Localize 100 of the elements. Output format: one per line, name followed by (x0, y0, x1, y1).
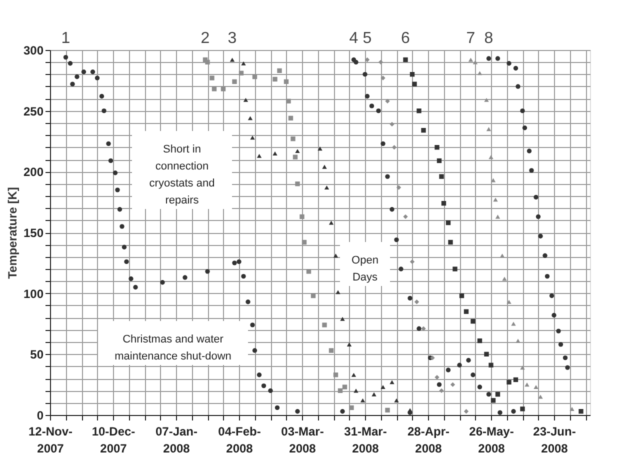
point (243, 98, 248, 102)
point (205, 60, 210, 65)
point (513, 66, 518, 71)
point (364, 57, 370, 62)
point (112, 170, 118, 176)
series-label: 1 (61, 30, 70, 47)
point (376, 108, 381, 114)
point (513, 377, 518, 382)
point (484, 98, 489, 102)
point (354, 60, 358, 65)
point (232, 79, 237, 84)
point (542, 253, 548, 258)
point (516, 338, 520, 343)
point (351, 372, 356, 377)
point (128, 276, 134, 282)
point (378, 60, 384, 65)
point (421, 128, 426, 133)
point (477, 71, 482, 76)
point (490, 178, 496, 182)
series-label: 5 (362, 30, 372, 47)
point (256, 154, 262, 158)
point (394, 237, 399, 242)
point (385, 408, 390, 412)
point (390, 122, 394, 127)
point (390, 207, 394, 212)
point (538, 394, 543, 399)
point (117, 207, 122, 212)
point (495, 392, 500, 397)
y-tick-label: 50 (30, 348, 44, 362)
point (502, 276, 507, 281)
point (94, 76, 100, 80)
point (380, 76, 386, 80)
point (286, 98, 291, 104)
point (495, 214, 500, 219)
point (488, 362, 494, 368)
point (524, 382, 530, 387)
point (506, 300, 512, 304)
series-label: 2 (200, 30, 210, 47)
point (506, 380, 512, 384)
point (230, 58, 235, 62)
point (552, 312, 556, 318)
series-label: 4 (349, 30, 358, 47)
annotation: Christmas and water maintenance shut-down (114, 334, 232, 362)
point (486, 392, 492, 397)
point (439, 174, 444, 179)
point (238, 70, 244, 76)
point (369, 104, 374, 108)
point (450, 382, 456, 387)
point (392, 144, 397, 150)
point (340, 316, 345, 321)
x-tick-label: 23-Jun-2008 (533, 424, 576, 456)
point (133, 284, 138, 290)
point (486, 127, 492, 132)
point (562, 355, 568, 360)
point (385, 98, 390, 104)
point (380, 141, 386, 146)
x-tick-label: 12-Nov-2007 (28, 424, 73, 456)
series-label: 8 (484, 30, 494, 47)
point (272, 76, 278, 82)
point (570, 406, 574, 411)
point (236, 259, 242, 264)
point (403, 57, 408, 62)
point (248, 116, 253, 120)
point (486, 56, 492, 61)
point (102, 108, 106, 114)
point (436, 158, 442, 164)
point (410, 72, 415, 77)
point (277, 68, 282, 74)
point (210, 76, 214, 80)
point (520, 406, 525, 412)
point (106, 141, 111, 146)
point (205, 269, 210, 274)
point (328, 220, 334, 225)
x-tick-label: 04-Feb-2008 (218, 424, 261, 456)
point (441, 200, 446, 206)
point (324, 185, 330, 190)
point (511, 409, 516, 414)
point (81, 70, 86, 74)
point (526, 148, 532, 154)
point (292, 154, 298, 160)
point (372, 392, 376, 396)
point (70, 82, 75, 86)
point (446, 368, 451, 372)
point (459, 293, 464, 298)
point (99, 94, 104, 99)
point (241, 61, 246, 66)
y-tick-label: 0 (36, 408, 44, 422)
point (394, 398, 399, 402)
series-label: 7 (466, 30, 476, 47)
point (322, 322, 327, 328)
point (536, 214, 541, 220)
x-tick-label: 10-Dec-2007 (92, 424, 136, 456)
point (410, 259, 415, 264)
point (333, 254, 338, 258)
point (295, 148, 300, 154)
y-tick-label: 200 (23, 165, 44, 180)
point (252, 348, 258, 353)
point (520, 366, 525, 370)
point (364, 94, 370, 99)
point (466, 358, 471, 363)
